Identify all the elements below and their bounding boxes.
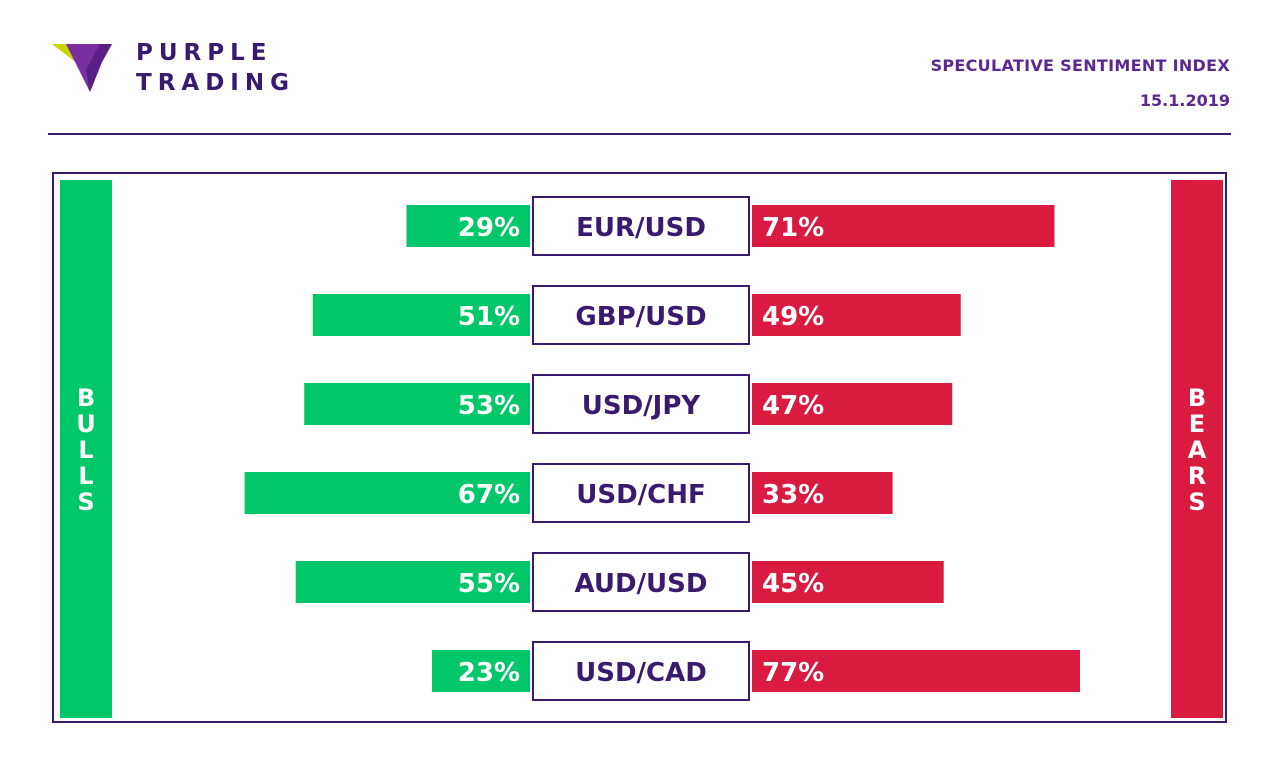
pair-label: EUR/USD (576, 213, 706, 243)
bull-value-label: 67% (458, 480, 520, 510)
pair-box (532, 196, 750, 256)
bull-value-label: 55% (458, 569, 520, 599)
brand-logo: PURPLE TRADING (52, 38, 312, 100)
bear-bar (752, 472, 893, 514)
logo-mark-icon (52, 44, 112, 92)
header-divider (48, 133, 1231, 135)
pair-label: GBP/USD (575, 302, 706, 332)
brand-line2: TRADING (136, 70, 295, 96)
bull-value-label: 51% (458, 302, 520, 332)
bear-bar (752, 294, 961, 336)
pair-label: AUD/USD (575, 569, 708, 599)
pair-box (532, 463, 750, 523)
page-title: SPECULATIVE SENTIMENT INDEX (930, 56, 1230, 75)
bear-value-label: 49% (762, 302, 824, 332)
bear-bar (752, 650, 1081, 692)
bear-value-label: 33% (762, 480, 824, 510)
bull-bar (295, 561, 530, 603)
bear-value-label: 71% (762, 213, 824, 243)
header: SPECULATIVE SENTIMENT INDEX 15.1.2019 (931, 56, 1230, 110)
bear-bar (752, 383, 953, 425)
bull-value-label: 29% (458, 213, 520, 243)
bear-bar (752, 205, 1055, 247)
pair-label: USD/CHF (576, 480, 706, 510)
bull-bar (406, 205, 530, 247)
pair-box (532, 641, 750, 701)
bear-value-label: 77% (762, 658, 824, 688)
bear-value-label: 47% (762, 391, 824, 421)
pair-box (532, 285, 750, 345)
bear-bar (752, 561, 944, 603)
pair-box (532, 374, 750, 434)
pair-label: USD/CAD (575, 658, 707, 688)
pair-box (532, 552, 750, 612)
bull-bar (432, 650, 530, 692)
page-date: 15.1.2019 (1139, 91, 1230, 110)
bull-bar (244, 472, 530, 514)
brand-name: PURPLE TRADING (136, 38, 295, 98)
bull-value-label: 53% (458, 391, 520, 421)
pair-label: USD/JPY (582, 391, 702, 421)
bull-bar (304, 383, 530, 425)
bull-bar (312, 294, 530, 336)
chart-frame (52, 172, 1227, 723)
bull-value-label: 23% (458, 658, 520, 688)
brand-line1: PURPLE (136, 40, 273, 66)
bear-value-label: 45% (762, 569, 824, 599)
